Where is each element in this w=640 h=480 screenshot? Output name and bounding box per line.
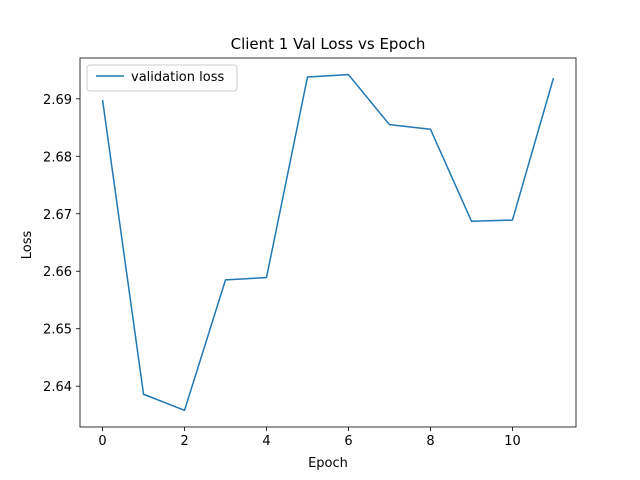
y-tick-label: 2.69	[43, 93, 72, 108]
legend-label: validation loss	[131, 70, 224, 85]
x-tick-label: 6	[344, 434, 352, 449]
x-tick-label: 8	[426, 434, 434, 449]
x-tick-label: 2	[180, 434, 188, 449]
series-layer	[101, 73, 555, 412]
y-axis-label: Loss	[20, 231, 35, 260]
chart-title: Client 1 Val Loss vs Epoch	[231, 35, 426, 53]
x-tick-label: 4	[262, 434, 270, 449]
series-line-validation-loss	[101, 73, 555, 412]
y-tick-label: 2.64	[43, 380, 72, 395]
x-axis-label: Epoch	[308, 456, 348, 471]
plot-area	[79, 57, 577, 428]
y-axis-ticks: 2.64 2.65 2.66 2.67 2.68 2.69	[43, 93, 80, 395]
y-tick-label: 2.66	[43, 265, 72, 280]
legend: validation loss	[86, 64, 238, 92]
y-tick-label: 2.68	[43, 150, 72, 165]
y-tick-label: 2.65	[43, 323, 72, 338]
x-axis-ticks: 0 2 4 6 8 10	[98, 427, 521, 449]
legend-box	[86, 64, 238, 92]
y-tick-label: 2.67	[43, 208, 72, 223]
x-tick-label: 10	[504, 434, 521, 449]
axes-frame	[79, 57, 577, 428]
x-tick-label: 0	[98, 434, 106, 449]
